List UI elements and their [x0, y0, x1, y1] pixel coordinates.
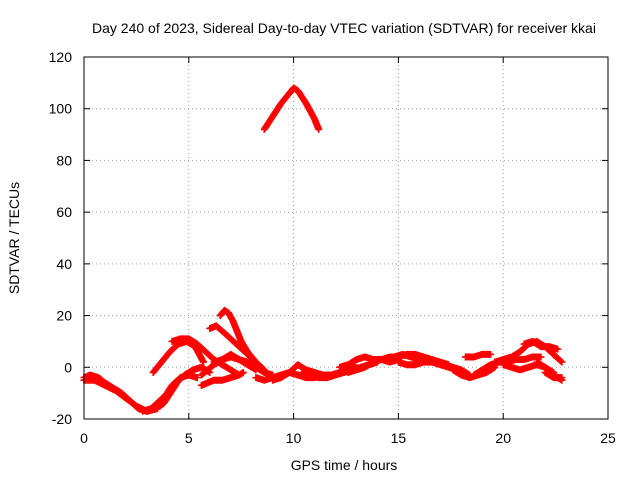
plot-frame — [83, 56, 609, 420]
x-tick-label: 0 — [80, 430, 88, 446]
y-tick-label: -20 — [52, 411, 72, 427]
y-tick-label: 40 — [56, 256, 72, 272]
data-series-arc-25 — [520, 337, 562, 353]
data-point — [239, 368, 247, 376]
x-tick-label: 25 — [600, 430, 616, 446]
y-tick-label: 100 — [49, 101, 73, 117]
y-tick-label: 20 — [56, 308, 72, 324]
data-layer — [80, 84, 566, 415]
data-series-arc-13 — [260, 84, 323, 133]
data-series-arc-4 — [151, 371, 201, 413]
y-tick-label: 60 — [56, 204, 72, 220]
data-point — [558, 374, 566, 382]
data-point — [199, 358, 207, 366]
data-point — [487, 350, 495, 358]
y-tick-label: 120 — [49, 49, 73, 65]
data-series-arc-27 — [541, 368, 566, 382]
data-point — [193, 374, 201, 382]
data-series-arc-21 — [461, 350, 495, 361]
data-point — [315, 125, 323, 133]
x-axis-title: GPS time / hours — [291, 457, 398, 473]
x-tick-label: 10 — [286, 430, 302, 446]
tick-layer: 0 5 10 15 20 25 -20 0 20 40 60 80 100 120 — [49, 49, 616, 446]
data-point — [558, 358, 566, 366]
data-series-arc-19 — [394, 358, 469, 376]
y-tick-label: 80 — [56, 152, 72, 168]
x-tick-label: 20 — [495, 430, 511, 446]
data-point — [554, 345, 562, 353]
x-tick-label: 15 — [391, 430, 407, 446]
data-point — [537, 353, 545, 361]
y-tick-label: 0 — [64, 359, 72, 375]
data-series-arc-8 — [197, 368, 247, 389]
x-tick-label: 5 — [185, 430, 193, 446]
grid-layer — [84, 57, 608, 419]
chart-title: Day 240 of 2023, Sidereal Day-to-day VTE… — [92, 20, 596, 36]
data-point — [557, 357, 565, 365]
y-axis-title: SDTVAR / TECUs — [6, 182, 22, 294]
